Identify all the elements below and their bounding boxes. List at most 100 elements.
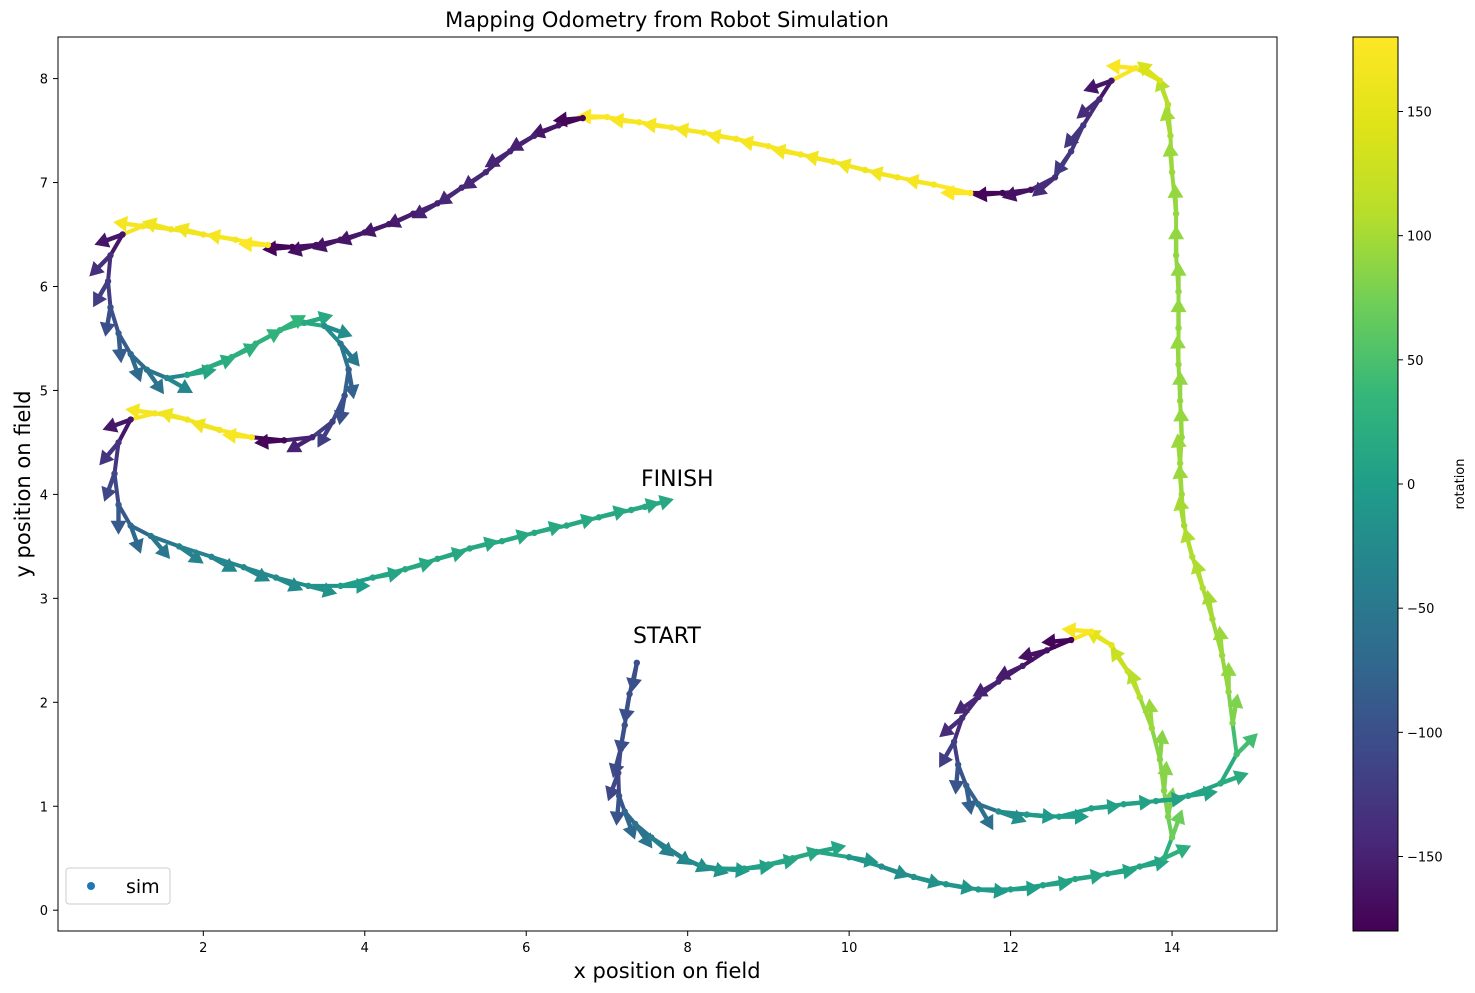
- data-point: [617, 745, 624, 753]
- trajectory-segment: [952, 739, 961, 767]
- data-point: [636, 119, 643, 126]
- data-point: [531, 529, 538, 537]
- data-point: [668, 124, 675, 131]
- rotation-arrow: [699, 861, 729, 878]
- data-point: [1175, 361, 1182, 368]
- rotation-arrow: [94, 232, 124, 248]
- data-point: [200, 231, 207, 238]
- rotation-arrow: [1010, 880, 1041, 897]
- rotation-arrow: [1170, 261, 1187, 292]
- data-point: [603, 113, 611, 121]
- data-point: [151, 410, 159, 417]
- rotation-arrow: [1032, 175, 1057, 197]
- rotation-arrow: [221, 427, 252, 444]
- trajectory-segment: [112, 471, 121, 507]
- rotation-arrow: [1137, 61, 1162, 83]
- y-tick-label: 6: [40, 280, 48, 295]
- colorbar-tick-label: 50: [1407, 354, 1424, 369]
- rotation-arrow: [1126, 668, 1142, 698]
- rotation-arrow: [533, 521, 564, 537]
- data-point: [147, 532, 155, 540]
- rotation-arrow: [1219, 770, 1249, 786]
- data-point: [458, 184, 465, 191]
- data-point: [119, 231, 126, 238]
- data-point: [385, 220, 393, 228]
- data-point: [1189, 553, 1196, 560]
- rotation-arrow: [976, 803, 994, 831]
- trajectory-segment: [1230, 721, 1239, 757]
- rotation-arrow: [287, 241, 317, 257]
- data-point: [115, 330, 122, 337]
- data-point: [1180, 522, 1188, 529]
- rotation-arrow: [386, 211, 415, 228]
- rotation-arrow: [230, 343, 259, 360]
- rotation-arrow: [1220, 661, 1237, 692]
- data-point: [410, 210, 417, 217]
- data-point: [1178, 434, 1185, 441]
- data-point: [341, 392, 348, 399]
- data-point: [240, 563, 247, 571]
- rotation-arrow: [1172, 370, 1189, 401]
- data-point: [309, 434, 316, 441]
- data-point: [1136, 863, 1143, 870]
- data-point: [345, 366, 352, 373]
- rotation-arrow: [206, 229, 236, 245]
- trajectory-segment: [116, 417, 133, 445]
- rotation-arrow: [437, 185, 463, 205]
- rotation-arrow: [530, 123, 560, 139]
- rotation-arrow: [411, 201, 439, 219]
- rotation-arrow: [1168, 225, 1185, 256]
- data-point: [1164, 813, 1172, 820]
- rotation-arrow: [149, 534, 171, 559]
- data-point: [531, 132, 538, 139]
- rotation-arrow: [1235, 733, 1258, 756]
- rotation-arrow: [128, 524, 144, 554]
- rotation-arrow: [1001, 186, 1032, 202]
- data-point: [228, 353, 235, 361]
- rotation-arrow: [939, 740, 956, 768]
- data-point: [1108, 77, 1115, 84]
- rotation-arrow: [1159, 106, 1176, 137]
- rotation-arrow: [158, 407, 188, 424]
- data-point: [700, 129, 708, 136]
- data-point: [1023, 811, 1030, 818]
- data-marks: [89, 58, 1258, 899]
- rotation-arrow: [1170, 334, 1186, 365]
- rotation-arrow: [436, 547, 467, 563]
- rotation-arrow: [333, 395, 350, 426]
- data-point: [615, 792, 623, 800]
- data-point: [1067, 636, 1075, 644]
- data-point: [563, 522, 570, 529]
- data-point: [107, 304, 114, 311]
- data-point: [1209, 615, 1216, 623]
- data-point: [621, 808, 628, 815]
- rotation-arrow: [836, 158, 866, 174]
- data-point: [337, 582, 344, 590]
- data-point: [264, 241, 272, 249]
- rotation-arrow: [566, 513, 596, 530]
- data-point: [361, 229, 368, 236]
- rotation-arrow: [99, 306, 116, 337]
- data-point: [813, 848, 821, 856]
- data-point: [740, 865, 748, 872]
- rotation-arrow: [99, 441, 121, 466]
- rotation-arrow: [1076, 97, 1101, 119]
- data-point: [962, 782, 970, 789]
- x-tick-label: 4: [361, 941, 369, 956]
- data-point: [232, 236, 239, 243]
- data-point: [1184, 792, 1192, 800]
- data-point: [143, 366, 151, 373]
- rotation-arrow: [206, 354, 236, 370]
- data-point: [910, 873, 917, 881]
- rotation-arrow: [904, 174, 935, 190]
- rotation-arrow: [633, 822, 653, 849]
- data-point: [942, 881, 950, 888]
- data-point: [621, 721, 628, 729]
- data-point: [1136, 693, 1143, 701]
- data-point: [466, 545, 473, 552]
- trajectory-segment: [148, 533, 182, 549]
- data-point: [1120, 800, 1127, 808]
- data-point: [1071, 875, 1079, 883]
- rotation-arrow: [190, 418, 220, 434]
- rotation-arrow: [608, 748, 625, 779]
